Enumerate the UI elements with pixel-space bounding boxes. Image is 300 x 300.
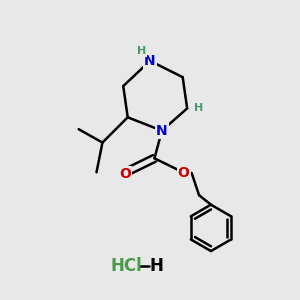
- Text: H: H: [137, 46, 146, 56]
- Text: O: O: [119, 167, 131, 182]
- Text: HCl: HCl: [110, 257, 142, 275]
- Text: N: N: [156, 124, 168, 138]
- Text: O: O: [178, 166, 190, 180]
- Text: H: H: [149, 257, 163, 275]
- Text: N: N: [144, 54, 156, 68]
- Text: H: H: [194, 103, 203, 113]
